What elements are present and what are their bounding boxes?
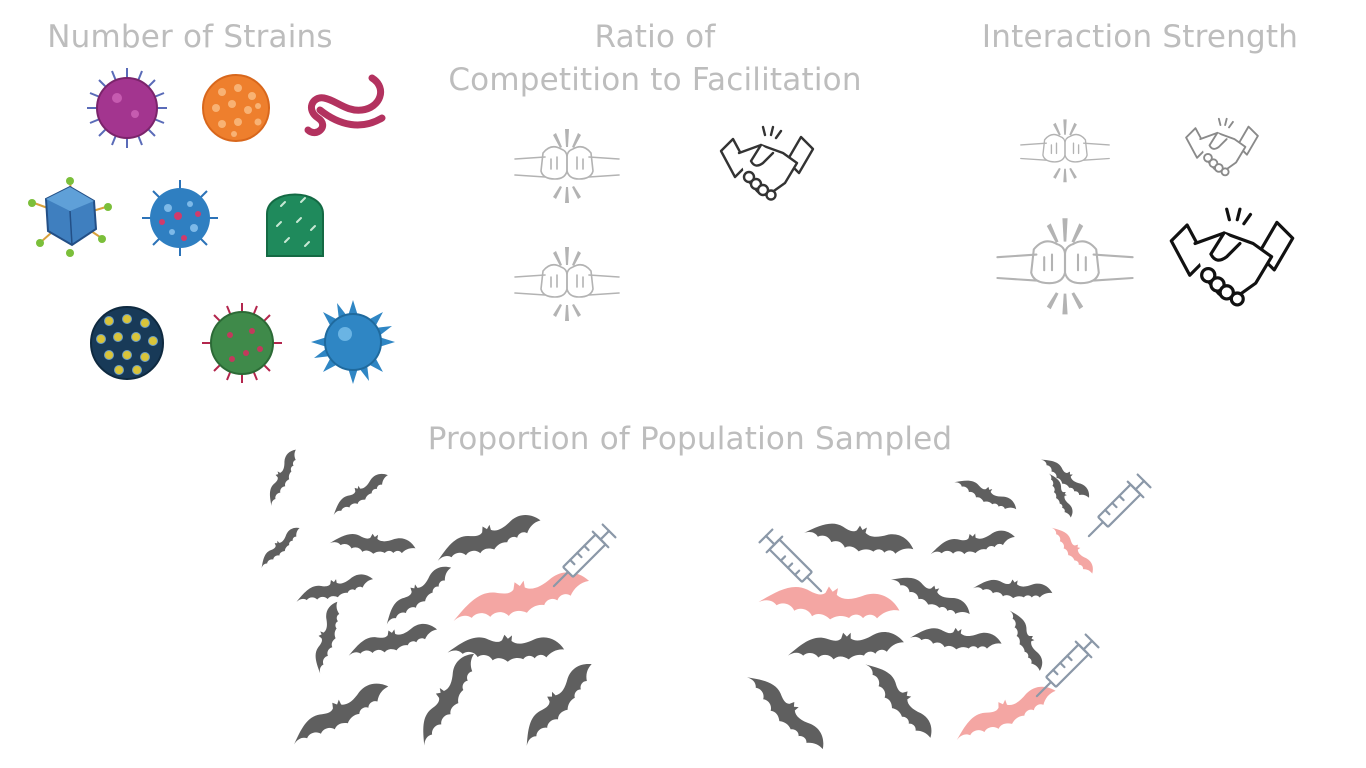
- interaction-icons: [996, 117, 1295, 316]
- green-bullet-virus-icon: [266, 193, 324, 257]
- bat-silhouette-icon: [1039, 450, 1093, 505]
- blue-spiky-virus-icon: [311, 300, 395, 384]
- bat-silhouette-icon: [744, 663, 830, 759]
- competition-fist-bump-icon-1: [514, 128, 620, 204]
- blue-pink-spiked-virus-icon: [142, 180, 218, 256]
- bat-silhouette-icon: [862, 652, 938, 747]
- bat-silhouette-icon: [953, 470, 1020, 518]
- magenta-spiky-virus-icon: [87, 68, 167, 148]
- left-bat-colony: [254, 446, 618, 749]
- sampled-bat-icon: [448, 568, 593, 626]
- ratio-title: Ratio of Competition to Facilitation: [430, 16, 880, 102]
- bat-silhouette-icon: [407, 648, 487, 748]
- pink-filament-virus-icon: [304, 74, 386, 137]
- weak-facilitation-handshake-icon: [1185, 117, 1259, 177]
- bat-silhouette-icon: [284, 677, 396, 748]
- bat-silhouette-icon: [345, 621, 440, 659]
- bat-silhouette-icon: [329, 526, 417, 561]
- bat-silhouette-icon: [260, 446, 304, 507]
- syringe-icon: [1080, 472, 1153, 545]
- bat-silhouette-icon: [788, 632, 904, 660]
- bat-silhouette-icon: [306, 599, 348, 675]
- sampled-bat-icon: [949, 681, 1062, 744]
- virus-grid: [28, 68, 395, 384]
- bat-silhouette-icon: [376, 561, 459, 627]
- bat-silhouette-icon: [803, 511, 916, 565]
- bat-silhouette-icon: [929, 529, 1016, 558]
- dark-honeycomb-virus-icon: [90, 306, 164, 380]
- bat-silhouette-icon: [1007, 605, 1046, 675]
- bat-silhouette-icon: [293, 572, 376, 605]
- bat-silhouette-icon: [326, 469, 393, 518]
- ratio-icons: [514, 125, 815, 322]
- bat-silhouette-icon: [254, 524, 305, 570]
- competition-fist-bump-icon-2: [514, 246, 620, 322]
- bat-silhouette-icon: [972, 572, 1054, 605]
- population-sampled-title: Proportion of Population Sampled: [427, 421, 953, 457]
- bat-silhouette-icon: [909, 619, 1003, 657]
- ratio-title-line2: Competition to Facilitation: [448, 62, 862, 98]
- ratio-title-line1: Ratio of: [594, 19, 716, 55]
- right-bat-colony: [744, 450, 1153, 759]
- weak-competition-fist-bump-icon: [1020, 118, 1110, 183]
- number-of-strains-title: Number of Strains: [47, 19, 333, 55]
- orange-dotted-virus-icon: [202, 74, 270, 142]
- strong-competition-fist-bump-icon: [996, 217, 1134, 316]
- green-red-spiked-virus-icon: [202, 303, 282, 383]
- facilitation-handshake-icon: [719, 125, 815, 201]
- sampled-bat-icon: [757, 573, 902, 631]
- interaction-strength-title: Interaction Strength: [981, 19, 1299, 55]
- strong-facilitation-handshake-icon: [1169, 207, 1295, 307]
- bat-silhouette-icon: [511, 657, 603, 749]
- blue-polyhedral-virus-icon: [28, 177, 112, 257]
- sampled-bat-icon: [1049, 520, 1097, 579]
- bat-silhouette-icon: [889, 564, 974, 625]
- bat-silhouette-icon: [431, 510, 545, 565]
